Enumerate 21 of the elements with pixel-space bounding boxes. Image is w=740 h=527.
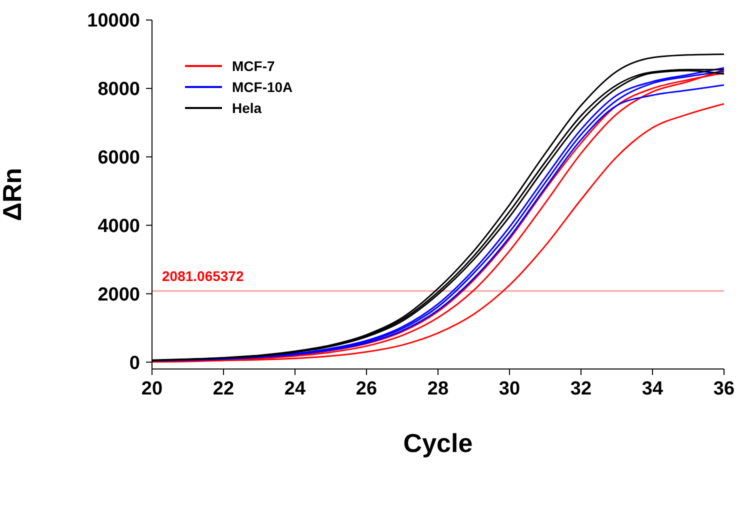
x-tick-label: 34 (642, 378, 664, 400)
y-tick-label: 10000 (87, 10, 140, 32)
y-tick-label: 0 (129, 352, 140, 374)
y-tick-label: 4000 (98, 216, 140, 238)
y-axis-title: ΔRn (0, 168, 28, 222)
legend-label: Hela (232, 100, 262, 116)
x-axis-title: Cycle (403, 428, 473, 458)
legend-label: MCF-10A (232, 78, 293, 94)
x-tick-label: 26 (356, 378, 378, 400)
x-tick-label: 24 (284, 378, 306, 400)
y-tick-label: 8000 (98, 79, 140, 100)
legend-label: MCF-7 (232, 58, 275, 74)
ref-line-label: 2081.065372 (162, 268, 244, 284)
y-tick-label: 6000 (98, 148, 140, 169)
x-tick-label: 22 (212, 378, 234, 400)
x-tick-label: 30 (498, 378, 520, 400)
x-tick-label: 36 (713, 378, 735, 400)
x-tick-label: 32 (570, 378, 592, 400)
y-tick-label: 2000 (98, 284, 140, 306)
x-tick-label: 28 (427, 378, 449, 400)
x-tick-label: 20 (141, 378, 163, 400)
